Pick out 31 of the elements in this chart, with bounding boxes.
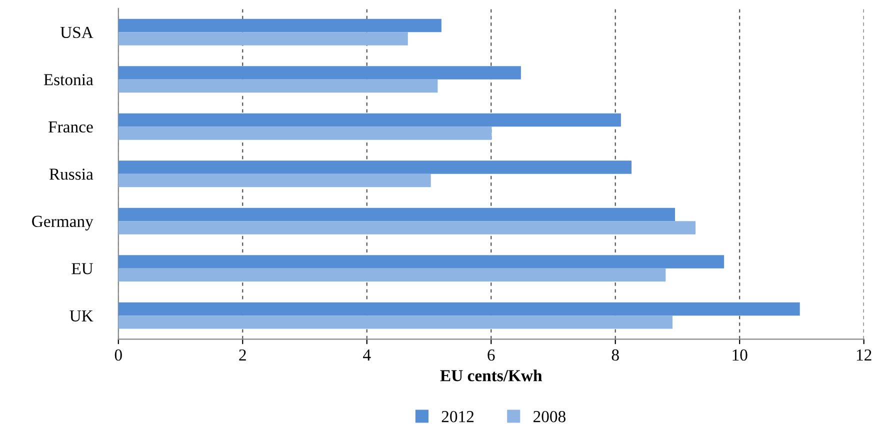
y-tick-label: Germany bbox=[32, 216, 94, 230]
y-tick-label: USA bbox=[60, 26, 94, 38]
x-tick-label: 6 bbox=[488, 349, 495, 361]
bar bbox=[118, 268, 666, 282]
bar bbox=[118, 113, 621, 127]
bar bbox=[118, 32, 408, 46]
x-tick-label: 2 bbox=[239, 349, 246, 360]
bar bbox=[118, 160, 632, 174]
bar bbox=[118, 255, 724, 268]
x-axis-title: EU cents/Kwh bbox=[440, 370, 542, 382]
y-tick-label: Russia bbox=[49, 168, 94, 180]
bar bbox=[118, 174, 431, 188]
bar bbox=[118, 79, 438, 93]
x-tick-label: 12 bbox=[856, 349, 872, 360]
bar bbox=[118, 208, 675, 222]
bar bbox=[118, 66, 521, 80]
bar bbox=[118, 126, 492, 140]
bar bbox=[118, 18, 442, 32]
legend-label: 2008 bbox=[534, 411, 566, 422]
bar bbox=[118, 316, 673, 329]
bar bbox=[118, 302, 800, 316]
x-tick-label: 8 bbox=[612, 349, 619, 361]
x-tick-label: 10 bbox=[732, 349, 748, 361]
x-tick-label: 0 bbox=[114, 349, 122, 361]
y-tick-label: Estonia bbox=[44, 74, 94, 86]
y-tick-label: EU bbox=[72, 263, 94, 274]
y-tick-label: France bbox=[48, 121, 93, 133]
y-tick-label: UK bbox=[70, 310, 94, 322]
bar bbox=[118, 221, 696, 234]
x-tick-label: 4 bbox=[363, 350, 371, 360]
legend-label: 2012 bbox=[442, 411, 474, 422]
